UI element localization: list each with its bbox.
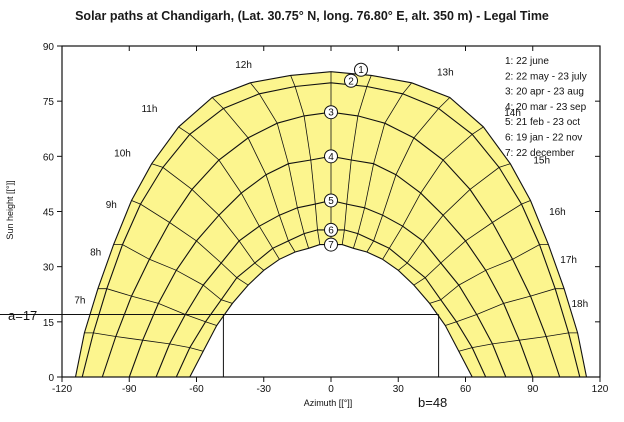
series-marker-1 [354,62,368,77]
series-marker-6 [324,222,338,237]
y-tick-label: 30 [43,263,55,274]
y-tick-label: 45 [43,208,55,219]
y-tick-label: 0 [48,373,54,384]
legend-entry: 4: 20 mar - 23 sep [505,102,587,113]
hour-label: 13h [437,67,454,78]
series-marker-4 [324,149,338,164]
hour-label: 15h [533,156,550,167]
plot-area: 12345677h8h9h10h11h12h13h14h15h16h17h18h… [0,42,609,395]
x-tick-label: 60 [460,384,472,395]
series-marker-3 [324,105,338,120]
x-tick-label: -120 [52,384,72,395]
series-number-5: 5 [328,196,334,207]
hour-label: 16h [549,207,566,218]
series-number-3: 3 [328,108,334,119]
series-number-6: 6 [328,225,334,236]
hour-label: 17h [560,255,577,266]
hour-label: 12h [235,60,252,71]
y-axis-label: Sun height [[°]] [5,180,15,239]
hour-label: 18h [571,299,588,310]
hour-label: 11h [141,104,157,115]
series-number-4: 4 [328,152,334,163]
azimuth-annotation-label: b=48 [418,395,447,410]
series-marker-7 [324,237,338,252]
legend-entry: 3: 20 apr - 23 aug [505,87,584,98]
legend-entry: 6: 19 jan - 22 nov [505,133,582,144]
legend-entry: 7: 22 december [505,148,575,159]
hour-label: 9h [106,200,117,211]
y-tick-label: 60 [43,152,55,163]
hour-label: 14h [504,108,521,119]
x-tick-label: -30 [257,384,272,395]
x-axis-label: Azimuth [[°]] [304,398,353,408]
legend-entry: 1: 22 june [505,56,549,67]
x-tick-label: 0 [328,384,334,395]
x-tick-label: -60 [189,384,204,395]
hour-label: 10h [114,148,131,159]
x-tick-label: -90 [122,384,137,395]
legend-entry: 5: 21 feb - 23 oct [505,117,580,128]
legend-entry: 2: 22 may - 23 july [505,71,587,82]
series-number-7: 7 [328,240,334,251]
series-number-2: 2 [348,76,354,87]
chart-title: Solar paths at Chandigarh, (Lat. 30.75° … [75,9,549,23]
height-annotation-label: a=17 [8,308,37,323]
x-tick-label: 30 [393,384,405,395]
series-line-2 [81,82,581,378]
series-marker-2 [344,73,358,88]
x-tick-label: 120 [592,384,609,395]
hour-label: 8h [90,248,101,259]
series-marker-5 [324,193,338,208]
y-tick-label: 15 [43,318,55,329]
series-number-1: 1 [358,65,364,76]
y-tick-label: 90 [43,42,55,53]
series-line-1 [74,71,588,378]
x-tick-label: 90 [527,384,539,395]
hour-label: 7h [74,295,85,306]
y-tick-label: 75 [43,97,55,108]
legend: 1: 22 june 2: 22 may - 23 july 3: 20 apr -… [505,56,587,159]
